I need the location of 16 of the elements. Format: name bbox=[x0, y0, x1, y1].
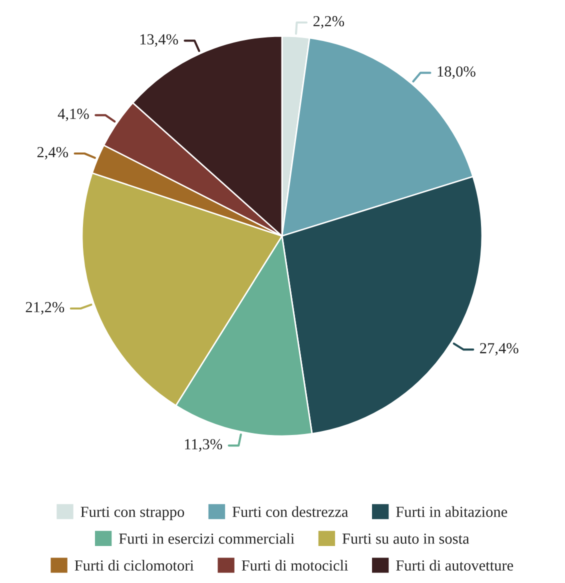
legend-label: Furti in esercizi commerciali bbox=[119, 533, 294, 544]
data-label: 2,4% bbox=[37, 147, 68, 160]
legend-label: Furti in abitazione bbox=[396, 506, 508, 518]
legend-label: Furti su auto in sosta bbox=[342, 534, 470, 544]
data-label: 2,2% bbox=[313, 16, 344, 29]
data-label: 21,2% bbox=[26, 302, 64, 315]
legend-label: Furti con strappo bbox=[80, 506, 184, 520]
data-label: 18,0% bbox=[438, 66, 476, 79]
data-label: 13,4% bbox=[140, 34, 178, 47]
legend-label: Furti di motocicli bbox=[242, 560, 348, 571]
legend-label: Furti con destrezza bbox=[232, 506, 348, 518]
data-label: 27,4% bbox=[480, 343, 518, 356]
legend-label: Furti di autovetture bbox=[396, 560, 514, 571]
legend-label: Furti di ciclomotori bbox=[74, 560, 194, 571]
data-label: 11,3% bbox=[185, 439, 222, 452]
data-label: 4,1% bbox=[58, 108, 89, 122]
